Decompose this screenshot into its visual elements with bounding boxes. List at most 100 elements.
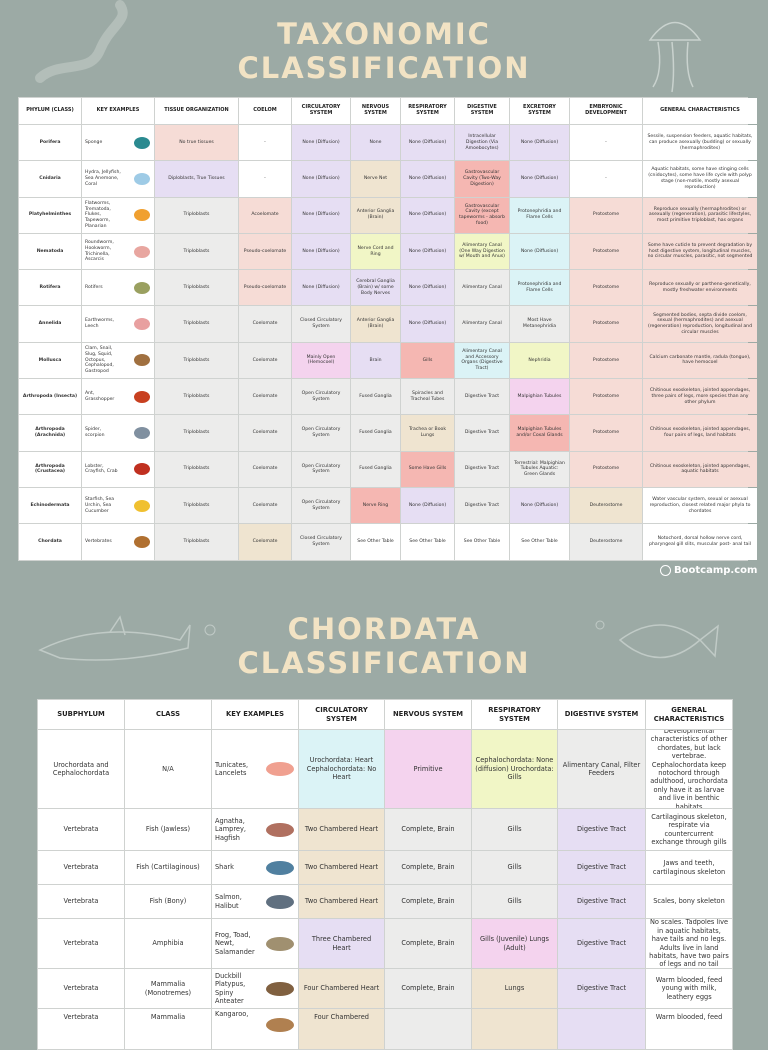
logo-icon bbox=[660, 565, 671, 576]
cell-text: Tunicates, Lancelets bbox=[215, 760, 249, 777]
header-cell: DIGESTIVE SYSTEM bbox=[455, 98, 509, 124]
table-cell: Cerebral Ganglia (Brain) w/ some Body Ne… bbox=[351, 270, 400, 306]
table-cell: Triploblasts bbox=[155, 197, 238, 233]
table-cell: Sessile, suspension feeders, aquatic hab… bbox=[643, 125, 757, 161]
table-cell: Amphibia bbox=[125, 919, 211, 968]
animal-icon bbox=[134, 390, 150, 403]
table-cell: Some have cuticle to prevent degradation… bbox=[643, 233, 757, 270]
animal-icon bbox=[266, 762, 294, 776]
logo: Bootcamp.com bbox=[660, 565, 757, 576]
table-cell: Malpighian Tubules and/or Coxal Glands bbox=[510, 415, 569, 451]
cell-text: Clam, Snail, Slug, Squid, Octopus, Cepha… bbox=[85, 345, 114, 375]
table-cell: Digestive Tract bbox=[455, 415, 509, 451]
table-cell: - bbox=[239, 161, 291, 197]
animal-icon bbox=[134, 318, 150, 331]
animal-icon bbox=[266, 822, 294, 837]
table-cell: Complete, Brain bbox=[385, 809, 471, 850]
cell-text: Roundworm, Hookworm, Trichinella, Ascarc… bbox=[85, 239, 114, 263]
table-cell: Arthropoda (Insecta) bbox=[19, 379, 81, 415]
table-cell: Lungs bbox=[472, 969, 557, 1008]
table-cell: Vertebrata bbox=[38, 969, 124, 1008]
table-cell: None (Diffusion) bbox=[292, 161, 350, 197]
header-cell: CIRCULATORY SYSTEM bbox=[299, 700, 384, 729]
table-cell: Coelomate bbox=[239, 415, 291, 451]
table-cell: Segmented bodies, septa divide coelom, s… bbox=[643, 306, 757, 342]
key-examples-cell: Spider, scorpion bbox=[82, 415, 154, 451]
table-cell: Vertebrata bbox=[38, 885, 124, 918]
key-examples-cell: Agnatha, Lamprey, Hagfish bbox=[212, 809, 298, 850]
table-cell: None (Diffusion) bbox=[292, 197, 350, 233]
key-examples-cell: Vertebrates bbox=[82, 524, 154, 560]
key-examples-cell: Tunicates, Lancelets bbox=[212, 730, 298, 808]
table-cell: Protostome bbox=[570, 379, 642, 415]
header-cell: SUBPHYLUM bbox=[38, 700, 124, 729]
animal-icon bbox=[266, 894, 294, 909]
chordata-title: CHORDATA CLASSIFICATION bbox=[237, 612, 531, 680]
table-cell: Complete, Brain bbox=[385, 969, 471, 1008]
table-cell: Alimentary Canal and Accessory Organs (D… bbox=[455, 342, 509, 379]
table-cell: Triploblasts bbox=[155, 451, 238, 487]
key-examples-cell: Starfish, Sea Urchin, Sea Cucumber bbox=[82, 487, 154, 524]
table-cell: Mammalia (Monotremes) bbox=[125, 969, 211, 1008]
table-cell: Water vascular system, sexual or asexual… bbox=[643, 487, 757, 524]
table-cell: None (Diffusion) bbox=[292, 270, 350, 306]
cell-text: Flatworms, Trematoda, Flukes, Tapeworm, … bbox=[85, 200, 111, 229]
table-cell: Protonephridia and Flame Cells bbox=[510, 270, 569, 306]
animal-icon bbox=[134, 427, 150, 440]
table-cell: None (Diffusion) bbox=[401, 161, 454, 197]
header-cell: EMBRYONIC DEVELOPMENT bbox=[570, 98, 642, 124]
table-cell: N/A bbox=[125, 730, 211, 808]
header-cell: CIRCULATORY SYSTEM bbox=[292, 98, 350, 124]
header-cell: CLASS bbox=[125, 700, 211, 729]
table-cell: Intracellular Digestion (Via Amoebocytes… bbox=[455, 125, 509, 161]
table-cell: None (Diffusion) bbox=[292, 125, 350, 161]
table-cell: Reproduce sexually (hermaphrodites) or a… bbox=[643, 197, 757, 233]
key-examples-cell: Clam, Snail, Slug, Squid, Octopus, Cepha… bbox=[82, 342, 154, 379]
table-cell: Open Circulatory System bbox=[292, 451, 350, 487]
table-cell: Digestive Tract bbox=[558, 919, 645, 968]
table-cell: Coelomate bbox=[239, 379, 291, 415]
table-cell: Open Circulatory System bbox=[292, 415, 350, 451]
header-cell: GENERAL CHARACTERISTICS bbox=[646, 700, 732, 729]
table-cell: Vertebrata bbox=[38, 1009, 124, 1049]
table-cell: Calcium carbonate mantle, radula (tongue… bbox=[643, 342, 757, 379]
table-cell: Protostome bbox=[570, 270, 642, 306]
table-cell: Digestive Tract bbox=[558, 969, 645, 1008]
table-cell: Urochordata: Heart Cephalochordata: No H… bbox=[299, 730, 384, 808]
table-cell: None (Diffusion) bbox=[510, 125, 569, 161]
table-cell: Digestive Tract bbox=[455, 451, 509, 487]
table-cell: Gills bbox=[472, 885, 557, 918]
table-cell: Brain bbox=[351, 342, 400, 379]
logo-text: Bootcamp.com bbox=[674, 565, 758, 576]
table-cell: Protostome bbox=[570, 415, 642, 451]
table-cell: Open Circulatory System bbox=[292, 487, 350, 524]
table-cell: Fused Ganglia bbox=[351, 379, 400, 415]
table-cell: Aquatic habitats, some have stinging cel… bbox=[643, 161, 757, 197]
table-cell: Chitinous exoskeleton, jointed appendage… bbox=[643, 379, 757, 415]
table-cell: Two Chambered Heart bbox=[299, 851, 384, 884]
header-cell: KEY EXAMPLES bbox=[212, 700, 298, 729]
table-cell: Pseudo-coelomate bbox=[239, 233, 291, 270]
table-cell: Nerve Cord and Ring bbox=[351, 233, 400, 270]
table-cell: Gills bbox=[472, 809, 557, 850]
animal-icon bbox=[266, 981, 294, 996]
animal-icon bbox=[134, 499, 150, 512]
key-examples-cell: Salmon, Halibut bbox=[212, 885, 298, 918]
table-cell: Echinodermata bbox=[19, 487, 81, 524]
animal-icon bbox=[134, 136, 150, 149]
table-cell bbox=[558, 1009, 645, 1049]
table-cell: Vertebrata bbox=[38, 809, 124, 850]
table-cell: Gills (Juvenile) Lungs (Adult) bbox=[472, 919, 557, 968]
table-cell: Triploblasts bbox=[155, 270, 238, 306]
key-examples-cell: Kangaroo, bbox=[212, 1009, 298, 1049]
header-cell: GENERAL CHARACTERISTICS bbox=[643, 98, 757, 124]
table-cell: Some Have Gills bbox=[401, 451, 454, 487]
cell-text: Agnatha, Lamprey, Hagfish bbox=[215, 816, 246, 842]
key-examples-cell: Frog, Toad, Newt, Salamander bbox=[212, 919, 298, 968]
table-cell: Fused Ganglia bbox=[351, 451, 400, 487]
animal-icon bbox=[134, 463, 150, 476]
table-cell: Nerve Ring bbox=[351, 487, 400, 524]
table-cell: Chitinous exoskeleton, jointed appendage… bbox=[643, 451, 757, 487]
table-cell: Triploblasts bbox=[155, 379, 238, 415]
table-cell: None (Diffusion) bbox=[510, 233, 569, 270]
